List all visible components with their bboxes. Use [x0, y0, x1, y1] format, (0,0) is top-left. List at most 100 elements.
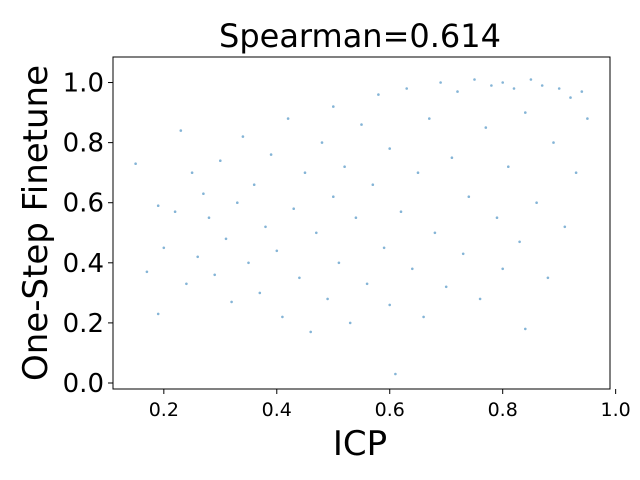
data-point	[580, 90, 584, 93]
data-point	[269, 153, 273, 156]
x-tick-label: 0.4	[262, 399, 292, 421]
x-axis-label: ICP	[333, 424, 387, 464]
data-point	[501, 81, 505, 84]
data-point	[156, 204, 160, 207]
data-point	[490, 84, 493, 87]
data-point	[258, 291, 262, 295]
data-point	[478, 297, 482, 301]
data-point	[569, 96, 572, 99]
data-point	[326, 297, 329, 301]
data-point	[179, 129, 183, 132]
data-point	[286, 117, 290, 120]
data-point	[377, 93, 380, 96]
data-point	[298, 276, 301, 280]
data-point	[145, 270, 149, 274]
data-point	[552, 141, 555, 144]
data-point	[320, 141, 324, 144]
data-point	[292, 207, 296, 210]
x-tick-label: 0.2	[149, 399, 179, 421]
x-tick-label: 0.8	[488, 399, 518, 421]
data-point	[247, 261, 250, 265]
data-point	[303, 171, 307, 174]
data-point	[563, 225, 567, 229]
data-point	[507, 165, 510, 168]
data-point	[524, 111, 527, 114]
data-point	[382, 246, 386, 250]
data-point	[281, 315, 284, 319]
data-point	[461, 252, 465, 256]
data-point	[207, 216, 211, 219]
data-point	[411, 267, 414, 271]
data-point	[230, 300, 233, 304]
data-point	[213, 273, 216, 277]
data-point	[348, 321, 352, 325]
y-axis-label: One-Step Finetune	[16, 65, 56, 381]
data-point	[190, 171, 194, 174]
data-point	[241, 135, 245, 138]
data-point	[196, 255, 199, 259]
y-tick-label: 0.6	[63, 189, 104, 219]
points-layer	[134, 78, 589, 376]
data-point	[354, 216, 358, 219]
data-point	[360, 123, 363, 126]
data-point	[416, 171, 420, 174]
data-point	[428, 117, 431, 120]
data-point	[185, 282, 188, 286]
data-point	[433, 231, 437, 235]
data-point	[332, 195, 335, 198]
data-point	[337, 261, 341, 265]
data-point	[524, 327, 527, 331]
data-point	[439, 81, 442, 84]
data-point	[450, 156, 454, 159]
data-point	[512, 87, 516, 90]
data-point	[540, 84, 544, 87]
data-point	[456, 90, 459, 93]
data-point	[224, 237, 228, 241]
data-point	[388, 147, 392, 150]
data-point	[422, 315, 425, 319]
data-point	[388, 303, 392, 307]
data-point	[371, 183, 375, 186]
data-point	[219, 159, 222, 162]
x-tick-label: 1.0	[601, 399, 631, 421]
data-point	[495, 216, 499, 219]
data-point	[264, 225, 267, 229]
y-tick-label: 0.4	[63, 249, 104, 279]
data-point	[394, 372, 397, 376]
data-point	[473, 78, 476, 81]
data-point	[501, 267, 505, 271]
y-tick-label: 1.0	[63, 69, 104, 99]
data-point	[236, 201, 239, 204]
data-point	[309, 330, 313, 334]
x-tick-label: 0.6	[375, 399, 405, 421]
data-point	[343, 165, 346, 168]
data-point	[156, 312, 160, 316]
y-tick-label: 0.2	[63, 309, 104, 339]
y-tick-label: 0.8	[63, 129, 104, 159]
data-point	[557, 87, 561, 90]
data-point	[134, 162, 137, 165]
data-point	[444, 285, 448, 289]
data-point	[484, 126, 488, 129]
data-point	[574, 171, 578, 174]
plot-frame	[112, 56, 611, 390]
data-point	[202, 192, 205, 195]
data-point	[365, 282, 369, 286]
data-point	[315, 231, 318, 235]
data-point	[399, 210, 403, 213]
data-point	[252, 183, 256, 186]
data-point	[467, 195, 471, 198]
axes-layer: 0.2 0.4 0.6 0.8 1.0 0.0 0.2 0.4 0.6 0.8 1.0	[63, 69, 631, 421]
data-point	[586, 117, 589, 120]
data-point	[332, 105, 335, 108]
data-point	[535, 201, 538, 204]
y-tick-label: 0.0	[63, 369, 104, 399]
data-point	[405, 87, 409, 90]
data-point	[173, 210, 177, 213]
data-point	[518, 240, 521, 244]
data-point	[275, 249, 279, 253]
data-point	[546, 276, 550, 280]
data-point	[529, 78, 533, 81]
data-point	[162, 246, 166, 250]
